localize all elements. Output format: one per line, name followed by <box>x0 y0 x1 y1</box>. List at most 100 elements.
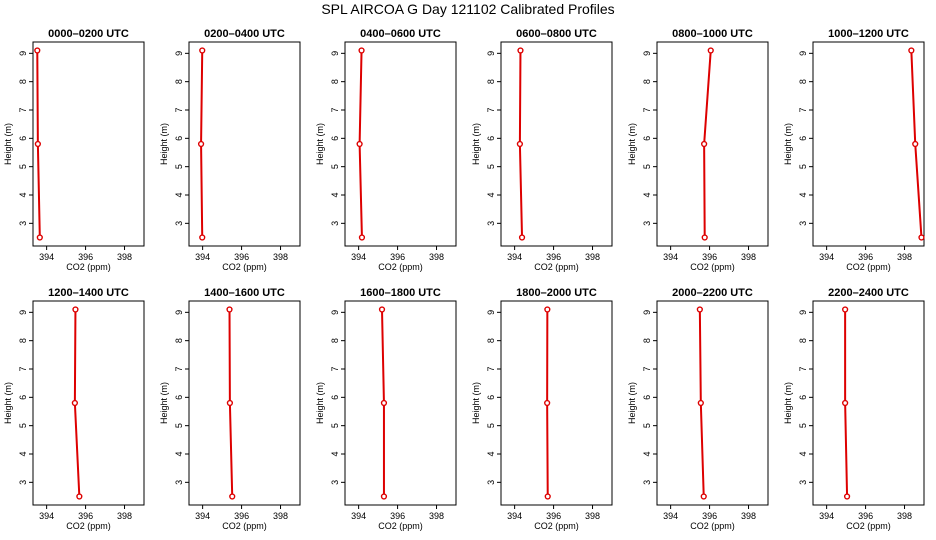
y-tick-label: 5 <box>798 423 808 428</box>
y-axis-label: Height (m) <box>627 382 637 424</box>
plot-frame <box>500 41 613 247</box>
y-tick-label: 4 <box>486 451 496 456</box>
data-point <box>34 140 41 148</box>
data-point <box>697 399 704 407</box>
x-axis-label: CO2 (ppm) <box>378 262 423 272</box>
x-axis-label: CO2 (ppm) <box>222 521 267 531</box>
x-tick-label: 394 <box>819 511 834 521</box>
data-point <box>516 140 523 148</box>
y-tick-label: 7 <box>798 107 808 112</box>
y-tick-label: 4 <box>642 451 652 456</box>
data-point <box>843 493 851 500</box>
data-point <box>226 306 233 313</box>
y-tick-label: 9 <box>18 310 28 315</box>
x-tick-label: 394 <box>663 252 678 262</box>
y-tick-label: 8 <box>798 338 808 343</box>
y-axis-label: Height (m) <box>783 382 793 424</box>
y-axis-label: Height (m) <box>159 382 169 424</box>
data-point <box>842 306 849 313</box>
data-point <box>544 493 551 500</box>
x-tick-label: 398 <box>117 252 132 262</box>
data-point <box>842 399 849 407</box>
y-tick-label: 6 <box>174 136 184 141</box>
x-tick-label: 398 <box>273 252 288 262</box>
y-tick-label: 6 <box>798 136 808 141</box>
x-tick-label: 398 <box>897 511 912 521</box>
y-tick-label: 7 <box>486 107 496 112</box>
data-point <box>34 47 41 54</box>
y-tick-label: 8 <box>330 338 340 343</box>
y-tick-label: 3 <box>798 480 808 485</box>
x-axis-label: CO2 (ppm) <box>66 262 111 272</box>
y-tick-label: 9 <box>174 51 184 56</box>
x-tick-label: 396 <box>702 511 717 521</box>
data-point <box>229 493 236 500</box>
y-axis-label: Height (m) <box>159 123 169 165</box>
y-tick-label: 5 <box>330 423 340 428</box>
panel-title: 0600–0800 UTC <box>516 28 597 40</box>
x-tick-label: 394 <box>351 511 366 521</box>
x-tick-label: 398 <box>741 252 756 262</box>
y-tick-label: 8 <box>18 338 28 343</box>
panel-title: 1600–1800 UTC <box>360 287 441 299</box>
panel-title: 1000–1200 UTC <box>828 28 909 40</box>
y-tick-label: 9 <box>642 51 652 56</box>
data-point <box>358 47 365 54</box>
x-axis-label: CO2 (ppm) <box>690 262 735 272</box>
data-point <box>518 234 526 241</box>
panel-title: 2000–2200 UTC <box>672 287 753 299</box>
panel-title: 2200–2400 UTC <box>828 287 909 299</box>
data-point <box>199 234 206 241</box>
y-tick-label: 7 <box>18 107 28 112</box>
y-tick-label: 3 <box>18 480 28 485</box>
data-point <box>380 399 388 407</box>
plot-frame <box>812 41 925 247</box>
y-tick-label: 4 <box>798 451 808 456</box>
data-point <box>380 493 388 500</box>
panel-title: 0000–0200 UTC <box>48 28 129 40</box>
x-axis-label: CO2 (ppm) <box>222 262 267 272</box>
y-axis-label: Height (m) <box>315 123 325 165</box>
x-tick-label: 394 <box>39 511 54 521</box>
plot-frame <box>500 300 613 506</box>
y-tick-label: 5 <box>174 164 184 169</box>
data-point <box>71 399 78 407</box>
plot-frame <box>656 41 769 247</box>
y-tick-label: 8 <box>486 79 496 84</box>
x-axis-label: CO2 (ppm) <box>378 521 423 531</box>
y-tick-label: 3 <box>330 221 340 226</box>
y-tick-label: 9 <box>174 310 184 315</box>
x-tick-label: 396 <box>702 252 717 262</box>
y-tick-label: 8 <box>330 79 340 84</box>
plot-frame <box>812 300 925 506</box>
y-tick-label: 4 <box>642 192 652 197</box>
x-tick-label: 398 <box>585 252 600 262</box>
y-tick-label: 6 <box>330 136 340 141</box>
y-tick-label: 5 <box>18 423 28 428</box>
x-axis-label: CO2 (ppm) <box>846 262 891 272</box>
y-tick-label: 7 <box>174 107 184 112</box>
y-tick-label: 5 <box>330 164 340 169</box>
y-tick-label: 6 <box>174 395 184 400</box>
x-axis-label: CO2 (ppm) <box>66 521 111 531</box>
y-tick-label: 3 <box>486 221 496 226</box>
data-point <box>226 399 233 407</box>
data-point <box>517 47 524 54</box>
panel-title: 1200–1400 UTC <box>48 287 129 299</box>
data-point <box>700 493 707 500</box>
x-tick-label: 394 <box>195 252 210 262</box>
y-tick-label: 7 <box>174 366 184 371</box>
y-tick-label: 6 <box>330 395 340 400</box>
y-tick-label: 9 <box>798 310 808 315</box>
data-point <box>72 306 79 313</box>
y-tick-label: 9 <box>798 51 808 56</box>
data-point <box>707 47 714 54</box>
y-tick-label: 5 <box>18 164 28 169</box>
x-tick-label: 394 <box>351 252 366 262</box>
x-tick-label: 398 <box>897 252 912 262</box>
x-tick-label: 398 <box>585 511 600 521</box>
y-tick-label: 3 <box>798 221 808 226</box>
y-tick-label: 6 <box>642 136 652 141</box>
x-tick-label: 398 <box>741 511 756 521</box>
y-tick-label: 4 <box>330 192 340 197</box>
